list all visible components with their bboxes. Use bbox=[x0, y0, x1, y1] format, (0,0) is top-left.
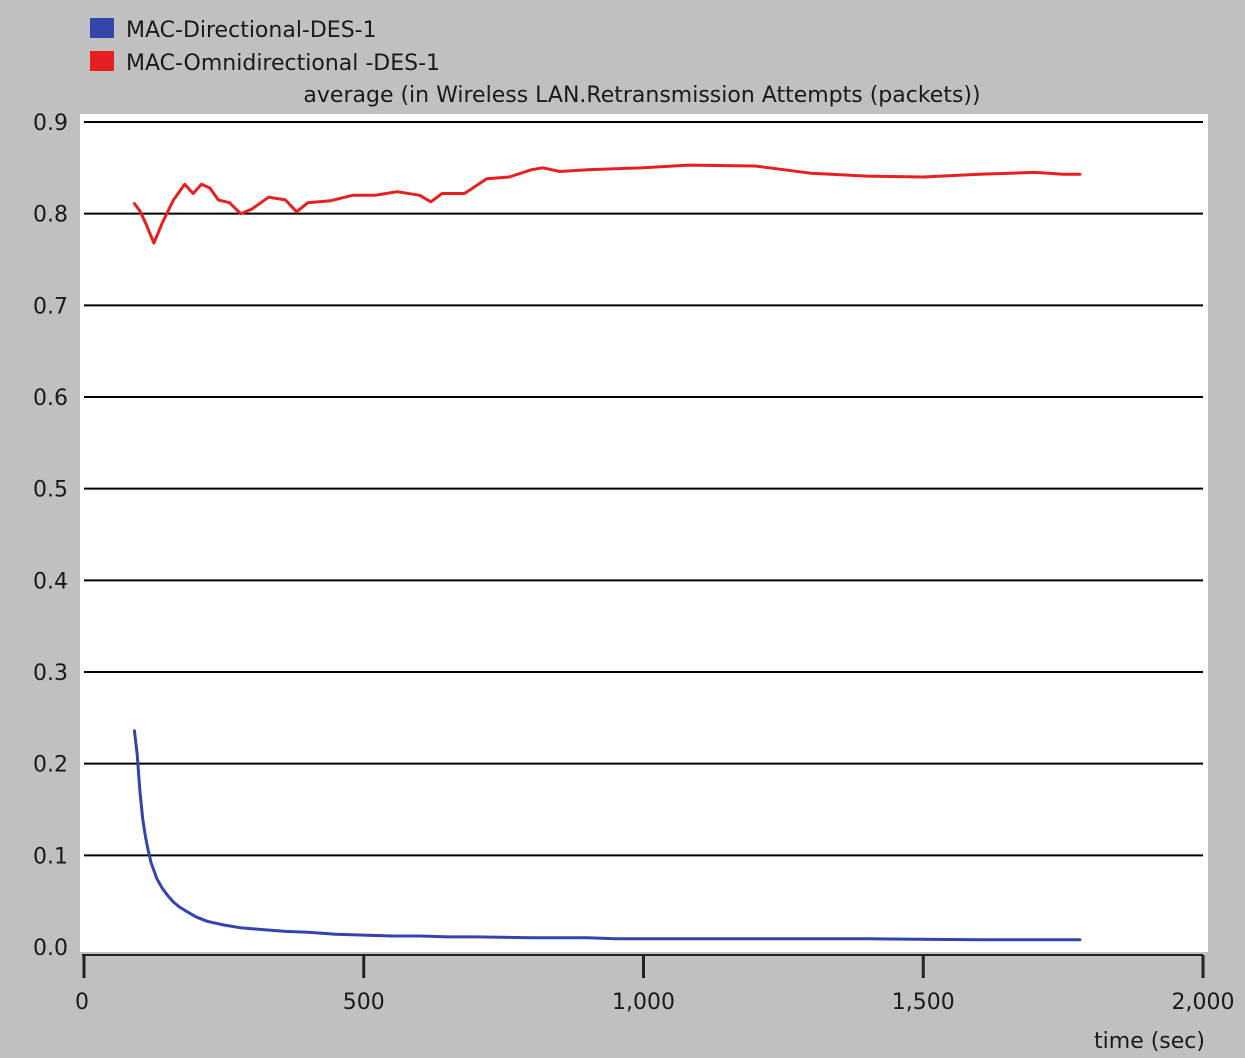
x-tick-label: 0 bbox=[75, 990, 89, 1015]
y-tick-label: 0.6 bbox=[33, 386, 68, 411]
y-axis-ticks: 0.0 0.1 0.2 0.3 0.4 0.5 0.6 0.7 0.8 0.9 bbox=[33, 111, 68, 961]
x-tick-label: 2,000 bbox=[1172, 990, 1235, 1015]
y-tick-label: 0.1 bbox=[33, 844, 68, 869]
legend-swatch-directional bbox=[90, 18, 114, 38]
legend-label-directional: MAC-Directional-DES-1 bbox=[126, 18, 377, 43]
y-tick-label: 0.7 bbox=[33, 294, 68, 319]
legend-swatch-omnidirectional bbox=[90, 51, 114, 71]
x-axis-label: time (sec) bbox=[1094, 1029, 1205, 1054]
y-tick-label: 0.3 bbox=[33, 661, 68, 686]
y-tick-label: 0.0 bbox=[33, 936, 68, 961]
series-layer bbox=[132, 163, 1082, 942]
x-axis: 0 500 1,000 1,500 2,000 bbox=[75, 954, 1235, 1015]
plot-area bbox=[80, 114, 1208, 952]
y-tick-label: 0.9 bbox=[33, 111, 68, 136]
x-tick-label: 1,000 bbox=[612, 990, 675, 1015]
y-tick-label: 0.5 bbox=[33, 478, 68, 503]
x-tick-label: 500 bbox=[343, 990, 385, 1015]
legend-label-omnidirectional: MAC-Omnidirectional -DES-1 bbox=[126, 51, 440, 76]
y-tick-label: 0.4 bbox=[33, 569, 68, 594]
y-tick-label: 0.2 bbox=[33, 753, 68, 778]
chart-title: average (in Wireless LAN.Retransmission … bbox=[303, 83, 980, 108]
series-line-omnidirectional bbox=[132, 163, 1082, 245]
y-tick-label: 0.8 bbox=[33, 203, 68, 228]
legend: MAC-Directional-DES-1 MAC-Omnidirectiona… bbox=[90, 18, 440, 76]
grid-lines bbox=[84, 121, 1203, 857]
x-tick-label: 1,500 bbox=[892, 990, 955, 1015]
series-line-directional bbox=[132, 729, 1082, 942]
